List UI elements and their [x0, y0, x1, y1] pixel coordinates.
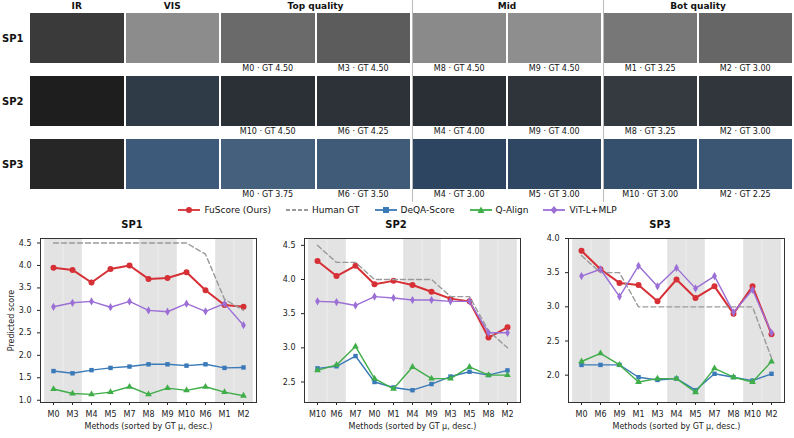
svg-text:M5: M5 — [690, 410, 702, 419]
svg-text:2.5: 2.5 — [547, 337, 560, 346]
html-text:SP1: SP1 — [2, 32, 24, 44]
svg-text:Methods (sorted by GT μ, desc.: Methods (sorted by GT μ, desc.) — [85, 422, 213, 431]
html-text:M6 · GT 3.50: M6 · GT 3.50 — [337, 190, 389, 199]
svg-text:4.5: 4.5 — [283, 241, 296, 250]
svg-text:M7: M7 — [709, 410, 721, 419]
svg-text:Methods (sorted by GT μ, desc.: Methods (sorted by GT μ, desc.) — [349, 422, 477, 431]
svg-text:M2: M2 — [766, 410, 778, 419]
svg-text:M4: M4 — [86, 410, 98, 419]
svg-text:3.5: 3.5 — [547, 268, 560, 277]
html-text:SP3: SP3 — [2, 158, 24, 170]
svg-text:M10: M10 — [178, 410, 195, 419]
svg-text:M8: M8 — [728, 410, 740, 419]
html-text:M0 · GT 3.75: M0 · GT 3.75 — [242, 190, 294, 199]
html-text:M5 · GT 3.00: M5 · GT 3.00 — [528, 190, 580, 199]
svg-text:2.0: 2.0 — [19, 351, 32, 360]
svg-text:1.5: 1.5 — [19, 373, 32, 382]
svg-text:2.5: 2.5 — [19, 328, 32, 337]
svg-text:M5: M5 — [105, 410, 117, 419]
svg-text:M9: M9 — [162, 410, 174, 419]
svg-text:3.0: 3.0 — [19, 306, 32, 315]
html-text:M1 · GT 3.25: M1 · GT 3.25 — [624, 64, 676, 73]
svg-text:M3: M3 — [445, 410, 457, 419]
svg-text:3.0: 3.0 — [547, 302, 560, 311]
svg-text:4.0: 4.0 — [19, 261, 32, 270]
svg-text:M8: M8 — [483, 410, 495, 419]
svg-text:1.0: 1.0 — [19, 396, 32, 405]
svg-text:3.0: 3.0 — [283, 343, 296, 352]
svg-text:4.5: 4.5 — [19, 239, 32, 248]
html-text:M2 · GT 3.00: M2 · GT 3.00 — [719, 127, 771, 136]
html-text:SP2: SP2 — [2, 95, 24, 107]
html-text:M9 · GT 4.00: M9 · GT 4.00 — [528, 127, 580, 136]
html-text:SP1: SP1 — [121, 219, 143, 230]
svg-text:Predicted score: Predicted score — [7, 290, 16, 352]
html-text:M2 · GT 3.00: M2 · GT 3.00 — [719, 64, 771, 73]
html-text:M6 · GT 4.25: M6 · GT 4.25 — [337, 127, 389, 136]
html-text:M9 · GT 4.50: M9 · GT 4.50 — [528, 64, 580, 73]
html-text:M2 · GT 2.25: M2 · GT 2.25 — [719, 190, 771, 199]
html-text:Q-Align: Q-Align — [495, 205, 529, 215]
svg-text:M1: M1 — [388, 410, 400, 419]
html-text:Mid: Mid — [497, 1, 517, 11]
svg-text:M0: M0 — [48, 410, 60, 419]
html-text:M0 · GT 4.50: M0 · GT 4.50 — [242, 64, 294, 73]
svg-text:M9: M9 — [426, 410, 438, 419]
svg-text:M2: M2 — [502, 410, 514, 419]
svg-text:M7: M7 — [350, 410, 362, 419]
svg-text:M10: M10 — [744, 410, 761, 419]
html-text:M8 · GT 4.50: M8 · GT 4.50 — [433, 64, 485, 73]
html-text:DeQA-Score: DeQA-Score — [400, 205, 455, 215]
svg-text:M9: M9 — [614, 410, 626, 419]
html-text:M4 · GT 3.00: M4 · GT 3.00 — [433, 190, 485, 199]
html-text:M3 · GT 4.50: M3 · GT 4.50 — [337, 64, 389, 73]
svg-text:M6: M6 — [200, 410, 212, 419]
html-text:FuScore (Ours): FuScore (Ours) — [204, 205, 271, 215]
svg-text:M7: M7 — [124, 410, 136, 419]
svg-text:Methods (sorted by GT μ, desc.: Methods (sorted by GT μ, desc.) — [613, 422, 741, 431]
html-text:Bot quality: Bot quality — [670, 1, 726, 11]
html-text:SP3: SP3 — [649, 219, 671, 230]
svg-text:3.5: 3.5 — [283, 309, 296, 318]
svg-text:M5: M5 — [464, 410, 476, 419]
svg-text:M10: M10 — [309, 410, 326, 419]
svg-text:M2: M2 — [238, 410, 250, 419]
html-text:M10 · GT 4.50: M10 · GT 4.50 — [239, 127, 296, 136]
svg-text:M4: M4 — [407, 410, 419, 419]
svg-text:M6: M6 — [595, 410, 607, 419]
svg-text:M4: M4 — [671, 410, 683, 419]
svg-text:2.5: 2.5 — [283, 378, 296, 387]
html-text:SP2: SP2 — [385, 219, 407, 230]
svg-text:4.0: 4.0 — [283, 275, 296, 284]
svg-text:M1: M1 — [219, 410, 231, 419]
html-text:M8 · GT 3.25: M8 · GT 3.25 — [624, 127, 676, 136]
svg-text:3.5: 3.5 — [19, 283, 32, 292]
svg-text:4.0: 4.0 — [547, 234, 560, 243]
html-text:Top quality: Top quality — [287, 1, 344, 11]
html-text:M10 · GT 3.00: M10 · GT 3.00 — [622, 190, 679, 199]
svg-text:M6: M6 — [331, 410, 343, 419]
svg-text:M3: M3 — [652, 410, 664, 419]
svg-text:M0: M0 — [369, 410, 381, 419]
svg-text:2.0: 2.0 — [547, 371, 560, 380]
svg-text:M1: M1 — [633, 410, 645, 419]
html-text:Human GT: Human GT — [312, 205, 360, 215]
html-text:ViT-L+MLP: ViT-L+MLP — [569, 205, 617, 215]
html-text:VIS: VIS — [163, 1, 181, 11]
svg-text:M3: M3 — [67, 410, 79, 419]
svg-text:M0: M0 — [576, 410, 588, 419]
svg-text:M8: M8 — [143, 410, 155, 419]
html-text:M4 · GT 4.00: M4 · GT 4.00 — [433, 127, 485, 136]
html-text:IR: IR — [71, 1, 82, 11]
